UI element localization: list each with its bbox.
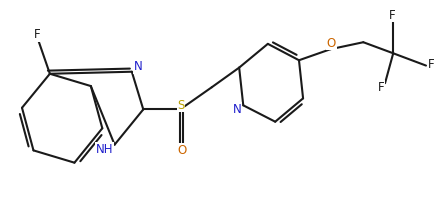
Text: NH: NH (95, 143, 113, 156)
Text: F: F (427, 58, 434, 71)
Text: O: O (177, 144, 187, 157)
Text: S: S (177, 99, 185, 112)
Text: O: O (327, 37, 336, 50)
Text: N: N (233, 103, 241, 116)
Text: F: F (34, 28, 40, 41)
Text: N: N (134, 60, 142, 73)
Text: F: F (389, 9, 396, 22)
Text: F: F (378, 81, 384, 94)
